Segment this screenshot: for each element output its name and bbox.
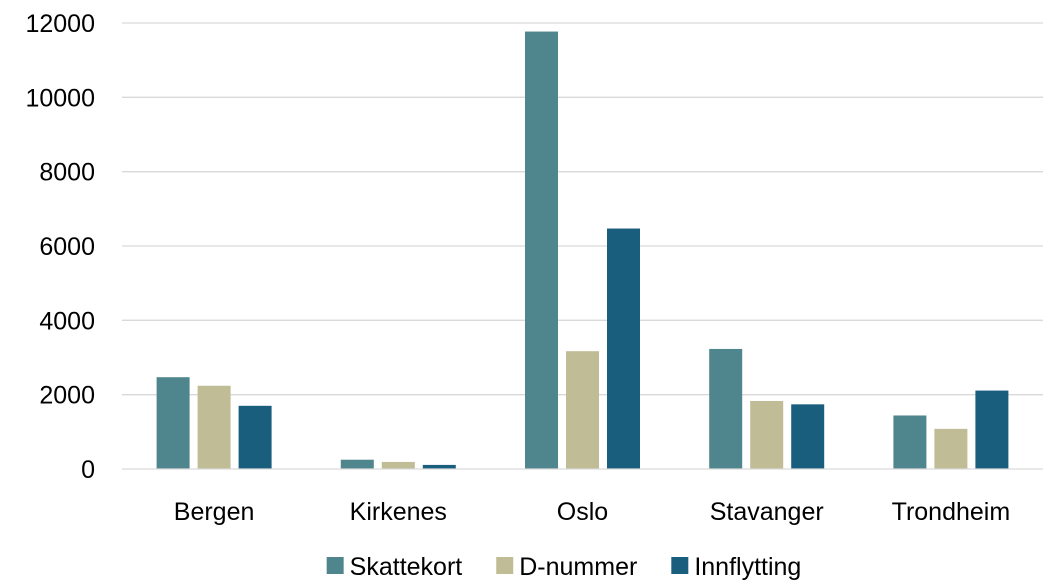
x-tick-label-stavanger: Stavanger: [710, 498, 824, 526]
bar-bergen-skattekort: [156, 377, 190, 469]
y-tick-label: 12000: [25, 10, 95, 38]
bar-oslo-skattekort: [525, 31, 558, 469]
legend-item-skattekort: Skattekort: [326, 553, 463, 581]
bar-stavanger-innflytting: [791, 404, 825, 469]
legend-swatch: [671, 557, 689, 574]
bar-oslo-innflytting: [607, 228, 640, 469]
y-tick-label: 8000: [39, 159, 95, 187]
y-tick-label: 4000: [39, 307, 95, 335]
y-axis-tick-labels: 0 2000 4000 6000 8000 10000 12000: [25, 10, 95, 484]
legend-item-d-nummer: D-nummer: [496, 553, 637, 581]
gridlines: [122, 22, 1043, 396]
bar-kirkenes-innflytting: [422, 464, 456, 469]
bar-bergen-d-nummer: [197, 385, 231, 469]
y-tick-label: 0: [81, 456, 95, 484]
y-tick-label: 10000: [25, 84, 95, 112]
y-tick-label: 6000: [39, 233, 95, 261]
bar-bergen-innflytting: [238, 405, 272, 469]
x-axis-tick-labels: Bergen Kirkenes Oslo Stavanger Trondheim: [174, 498, 1010, 526]
legend-label: Skattekort: [350, 553, 463, 581]
bar-trondheim-skattekort: [893, 415, 927, 469]
x-tick-label-bergen: Bergen: [174, 498, 255, 526]
legend-swatch: [326, 557, 344, 574]
bar-kirkenes-d-nummer: [381, 461, 415, 469]
x-tick-label-kirkenes: Kirkenes: [350, 498, 447, 526]
bar-kirkenes-skattekort: [340, 459, 374, 469]
legend: Skattekort D-nummer Innflytting: [326, 553, 801, 581]
bar-stavanger-d-nummer: [750, 400, 784, 469]
bar-trondheim-d-nummer: [934, 428, 968, 469]
bars: [156, 31, 1009, 469]
legend-label: Innflytting: [694, 553, 801, 581]
bar-stavanger-skattekort: [709, 348, 743, 469]
y-tick-label: 2000: [39, 382, 95, 410]
x-tick-label-trondheim: Trondheim: [892, 498, 1011, 526]
x-tick-label-oslo: Oslo: [557, 498, 608, 526]
legend-item-innflytting: Innflytting: [671, 553, 801, 581]
legend-swatch: [496, 557, 514, 574]
legend-label: D-nummer: [519, 553, 637, 581]
bar-oslo-d-nummer: [566, 351, 599, 469]
bar-trondheim-innflytting: [975, 390, 1009, 469]
